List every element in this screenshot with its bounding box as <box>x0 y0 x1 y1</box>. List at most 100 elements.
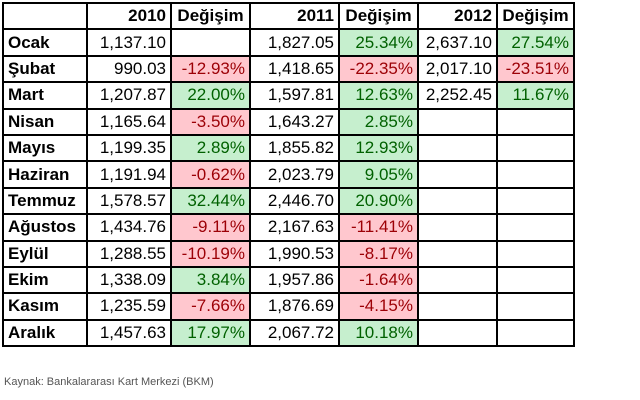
value-2012 <box>417 186 498 216</box>
change-2012 <box>496 107 575 136</box>
month-cell: Aralık <box>2 318 88 348</box>
change-2012 <box>496 133 575 163</box>
value-2011: 1,990.53 <box>249 239 340 268</box>
change-2010: 2.89% <box>170 133 251 163</box>
change-2011: 9.05% <box>338 160 419 189</box>
value-2010: 1,235.59 <box>86 292 172 321</box>
value-2010: 1,578.57 <box>86 186 172 216</box>
change-2010: 32.44% <box>170 186 251 216</box>
value-2010: 1,191.94 <box>86 160 172 189</box>
month-cell: Nisan <box>2 107 88 136</box>
change-2011: -4.15% <box>338 292 419 321</box>
value-2011: 1,855.82 <box>249 133 340 163</box>
month-cell: Mart <box>2 81 88 110</box>
value-2012 <box>417 213 498 242</box>
value-2012 <box>417 265 498 295</box>
change-2011: 12.63% <box>338 81 419 110</box>
value-2012 <box>417 239 498 268</box>
change-2012 <box>496 292 575 321</box>
value-2011: 1,418.65 <box>249 54 340 84</box>
change-2010 <box>170 28 251 57</box>
value-2012 <box>417 107 498 136</box>
header-2012: 2012 <box>417 1 498 31</box>
value-2012 <box>417 318 498 348</box>
value-2010: 990.03 <box>86 54 172 84</box>
table-row: Mayıs 1,199.35 2.89% 1,855.82 12.93% <box>2 133 575 163</box>
table-row: Ağustos 1,434.76 -9.11% 2,167.63 -11.41% <box>2 213 575 242</box>
header-change-2011: Değişim <box>338 1 419 31</box>
value-2010: 1,207.87 <box>86 81 172 110</box>
change-2011: 20.90% <box>338 186 419 216</box>
table-row: Temmuz 1,578.57 32.44% 2,446.70 20.90% <box>2 186 575 216</box>
value-2012: 2,017.10 <box>417 54 498 84</box>
header-row: 2010 Değişim 2011 Değişim 2012 Değişim <box>2 1 575 31</box>
change-2011: 10.18% <box>338 318 419 348</box>
change-2010: -7.66% <box>170 292 251 321</box>
change-2012 <box>496 239 575 268</box>
header-2010: 2010 <box>86 1 172 31</box>
header-change-2010: Değişim <box>170 1 251 31</box>
change-2011: 12.93% <box>338 133 419 163</box>
table-row: Mart 1,207.87 22.00% 1,597.81 12.63% 2,252.45… <box>2 81 575 110</box>
value-2012 <box>417 160 498 189</box>
value-2011: 2,167.63 <box>249 213 340 242</box>
change-2012 <box>496 265 575 295</box>
change-2011: -8.17% <box>338 239 419 268</box>
value-2011: 1,957.86 <box>249 265 340 295</box>
value-2012: 2,637.10 <box>417 28 498 57</box>
month-cell: Kasım <box>2 292 88 321</box>
month-cell: Ekim <box>2 265 88 295</box>
value-2012 <box>417 292 498 321</box>
monthly-card-spending-table: 2010 Değişim 2011 Değişim 2012 Değişim O… <box>2 1 575 348</box>
change-2010: 17.97% <box>170 318 251 348</box>
change-2010: -3.50% <box>170 107 251 136</box>
table-row: Ocak 1,137.10 1,827.05 25.34% 2,637.10 27.54% <box>2 28 575 57</box>
change-2010: -12.93% <box>170 54 251 84</box>
change-2010: 22.00% <box>170 81 251 110</box>
change-2010: -10.19% <box>170 239 251 268</box>
change-2012: -23.51% <box>496 54 575 84</box>
table-row: Kasım 1,235.59 -7.66% 1,876.69 -4.15% <box>2 292 575 321</box>
table-row: Eylül 1,288.55 -10.19% 1,990.53 -8.17% <box>2 239 575 268</box>
change-2011: -11.41% <box>338 213 419 242</box>
value-2012: 2,252.45 <box>417 81 498 110</box>
month-cell: Eylül <box>2 239 88 268</box>
change-2012: 27.54% <box>496 28 575 57</box>
month-cell: Temmuz <box>2 186 88 216</box>
month-cell: Şubat <box>2 54 88 84</box>
value-2011: 2,446.70 <box>249 186 340 216</box>
value-2011: 2,023.79 <box>249 160 340 189</box>
value-2010: 1,457.63 <box>86 318 172 348</box>
value-2011: 1,643.27 <box>249 107 340 136</box>
change-2010: 3.84% <box>170 265 251 295</box>
value-2012 <box>417 133 498 163</box>
table-row: Aralık 1,457.63 17.97% 2,067.72 10.18% <box>2 318 575 348</box>
value-2010: 1,434.76 <box>86 213 172 242</box>
value-2010: 1,137.10 <box>86 28 172 57</box>
month-cell: Ağustos <box>2 213 88 242</box>
change-2011: -1.64% <box>338 265 419 295</box>
month-cell: Haziran <box>2 160 88 189</box>
value-2011: 2,067.72 <box>249 318 340 348</box>
value-2011: 1,597.81 <box>249 81 340 110</box>
month-cell: Ocak <box>2 28 88 57</box>
change-2011: 2.85% <box>338 107 419 136</box>
header-change-2012: Değişim <box>496 1 575 31</box>
value-2010: 1,338.09 <box>86 265 172 295</box>
source-caption: Kaynak: Bankalararası Kart Merkezi (BKM) <box>4 376 214 388</box>
value-2011: 1,876.69 <box>249 292 340 321</box>
value-2010: 1,288.55 <box>86 239 172 268</box>
header-2011: 2011 <box>249 1 340 31</box>
change-2011: -22.35% <box>338 54 419 84</box>
table-row: Ekim 1,338.09 3.84% 1,957.86 -1.64% <box>2 265 575 295</box>
value-2010: 1,165.64 <box>86 107 172 136</box>
change-2012 <box>496 160 575 189</box>
header-month <box>2 1 88 31</box>
change-2010: -9.11% <box>170 213 251 242</box>
table-row: Nisan 1,165.64 -3.50% 1,643.27 2.85% <box>2 107 575 136</box>
change-2012: 11.67% <box>496 81 575 110</box>
change-2011: 25.34% <box>338 28 419 57</box>
change-2010: -0.62% <box>170 160 251 189</box>
value-2011: 1,827.05 <box>249 28 340 57</box>
change-2012 <box>496 213 575 242</box>
